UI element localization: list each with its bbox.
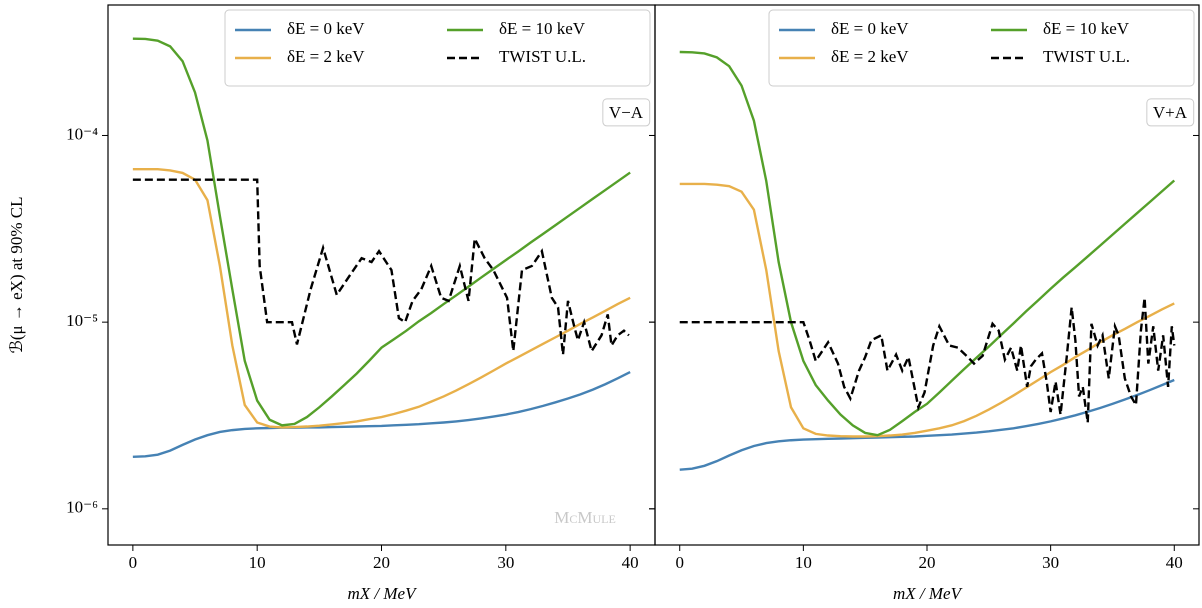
x-tick-label: 10	[795, 553, 812, 572]
x-tick-label: 10	[249, 553, 266, 572]
x-tick-label: 30	[1042, 553, 1059, 572]
x-tick-label: 30	[497, 553, 514, 572]
x-tick-label: 0	[129, 553, 138, 572]
y-tick-label: 10⁻⁵	[66, 311, 98, 330]
series-line	[132, 167, 631, 429]
x-tick-label: 40	[1166, 553, 1183, 572]
series-line	[132, 178, 630, 355]
legend-label: δE = 0 keV	[831, 19, 909, 38]
legend-label: δE = 2 keV	[287, 47, 365, 66]
annotation: V+A	[1153, 103, 1188, 122]
y-tick-label: 10⁻⁶	[66, 498, 98, 517]
x-tick-label: 40	[622, 553, 639, 572]
legend-label: TWIST U.L.	[1043, 47, 1130, 66]
legend-label: TWIST U.L.	[499, 47, 586, 66]
annotation-box	[1146, 98, 1195, 127]
y-axis-label: ℬ(μ → eX) at 90% CL	[7, 196, 26, 353]
series-line	[679, 297, 1176, 423]
x-tick-label: 0	[675, 553, 684, 572]
series-line	[132, 371, 631, 458]
series-line	[132, 37, 631, 427]
annotation: V−A	[609, 103, 644, 122]
series-line	[679, 378, 1175, 471]
series-line	[679, 182, 1175, 438]
plot-frame	[654, 4, 1200, 546]
legend-label: δE = 2 keV	[831, 47, 909, 66]
x-tick-label: 20	[919, 553, 936, 572]
series-line	[679, 50, 1176, 437]
x-axis-label: mX / MeV	[893, 584, 964, 603]
legend-label: δE = 0 keV	[287, 19, 365, 38]
x-tick-label: 20	[373, 553, 390, 572]
x-axis-label: mX / MeV	[348, 584, 419, 603]
y-tick-label: 10⁻⁴	[66, 124, 98, 143]
legend-label: δE = 10 keV	[1043, 19, 1130, 38]
watermark: McMule	[554, 508, 616, 527]
legend-box	[768, 9, 1195, 87]
legend-box	[224, 9, 651, 87]
legend-label: δE = 10 keV	[499, 19, 586, 38]
annotation-box	[602, 98, 651, 127]
